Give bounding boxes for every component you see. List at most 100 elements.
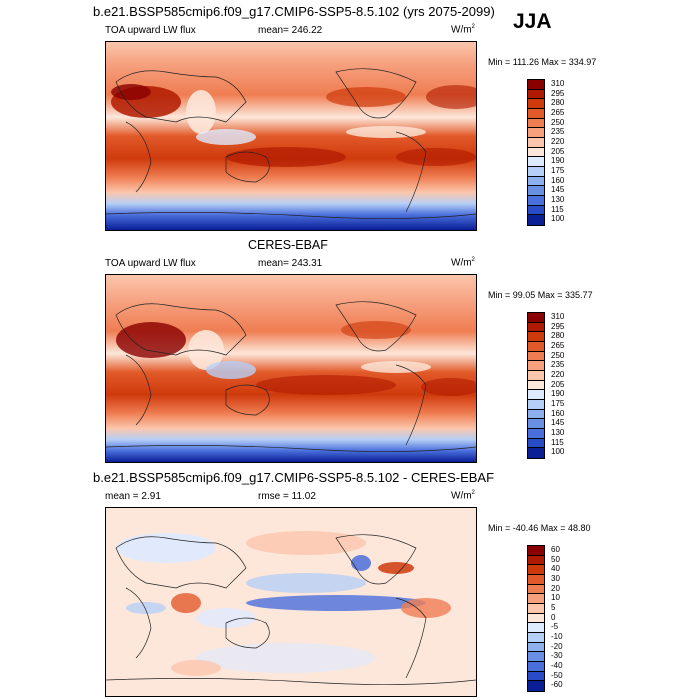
colorbar-swatch [528,147,544,158]
season-label: JJA [513,10,552,33]
panel3-field [106,508,476,696]
colorbar-swatch [528,361,544,371]
colorbar-tick-label: -5 [551,622,559,632]
colorbar-tick-label: -50 [551,670,563,680]
panel2-title: CERES-EBAF [248,238,328,252]
colorbar-tick-label: 280 [551,98,565,108]
panel2-colorbar [527,312,545,459]
colorbar-swatch [528,419,544,429]
colorbar-tick-label: 160 [551,408,565,418]
panel1-units: W/m2 [451,24,475,36]
colorbar-tick-label: 0 [551,612,556,622]
colorbar-tick-label: 50 [551,554,560,564]
colorbar-tick-label: 235 [551,360,565,370]
panel1-map [105,41,477,231]
colorbar-swatch [528,584,544,595]
panel2-mean: mean= 243.31 [258,258,323,269]
colorbar-tick-label: 100 [551,214,565,224]
colorbar-swatch [528,380,544,391]
colorbar-tick-label: 10 [551,593,560,603]
panel2-field [106,275,476,462]
colorbar-swatch [528,603,544,614]
colorbar-swatch [528,313,544,323]
colorbar-swatch [528,565,544,575]
colorbar-swatch [528,341,544,352]
colorbar-tick-label: 30 [551,573,560,583]
colorbar-swatch [528,176,544,187]
colorbar-swatch [528,390,544,400]
colorbar-swatch [528,99,544,109]
colorbar-swatch [528,128,544,138]
colorbar-swatch [528,613,544,624]
colorbar-swatch [528,671,544,682]
colorbar-tick-label: 40 [551,564,560,574]
panel3-colorbar [527,545,545,692]
colorbar-tick-label: -30 [551,651,563,661]
colorbar-tick-label: 5 [551,602,556,612]
colorbar-tick-label: 115 [551,204,564,214]
colorbar-tick-label: -10 [551,631,563,641]
colorbar-swatch [528,370,544,381]
colorbar-tick-label: 100 [551,447,565,457]
colorbar-tick-label: 220 [551,369,565,379]
colorbar-swatch [528,652,544,662]
colorbar-swatch [528,351,544,362]
colorbar-swatch [528,215,544,225]
colorbar-tick-label: -60 [551,680,563,690]
colorbar-tick-label: 310 [551,78,565,88]
panel1-mean: mean= 246.22 [258,25,323,36]
colorbar-swatch [528,448,544,458]
colorbar-swatch [528,80,544,90]
colorbar-tick-label: 265 [551,107,565,117]
colorbar-tick-label: 130 [551,194,565,204]
colorbar-swatch [528,186,544,196]
colorbar-swatch [528,642,544,653]
colorbar-tick-label: 175 [551,398,565,408]
panel2-variable: TOA upward LW flux [105,258,196,269]
panel3-rmse: rmse = 11.02 [258,491,316,502]
panel2-map [105,274,477,463]
colorbar-tick-label: 160 [551,175,565,185]
colorbar-tick-label: 235 [551,127,565,137]
colorbar-tick-label: 60 [551,544,560,554]
panel1-title: b.e21.BSSP585cmip6.f09_g17.CMIP6-SSP5-8.… [93,4,495,19]
colorbar-swatch [528,137,544,148]
colorbar-tick-label: 175 [551,165,565,175]
colorbar-tick-label: 205 [551,146,565,156]
colorbar-tick-label: 310 [551,311,565,321]
colorbar-swatch [528,661,544,672]
colorbar-tick-label: 190 [551,389,565,399]
colorbar-tick-label: 220 [551,136,565,146]
colorbar-swatch [528,108,544,119]
colorbar-swatch [528,574,544,585]
colorbar-tick-label: 20 [551,583,560,593]
colorbar-tick-label: 130 [551,427,565,437]
colorbar-tick-label: -40 [551,660,563,670]
colorbar-swatch [528,632,544,643]
colorbar-swatch [528,89,544,100]
colorbar-tick-label: 145 [551,418,565,428]
colorbar-tick-label: 190 [551,156,565,166]
panel1-colorbar [527,79,545,226]
colorbar-tick-label: 280 [551,331,565,341]
colorbar-tick-label: 265 [551,340,565,350]
colorbar-tick-label: 205 [551,379,565,389]
panel1-minmax: Min = 111.26 Max = 334.97 [488,57,597,67]
colorbar-swatch [528,555,544,566]
colorbar-tick-label: 295 [551,321,565,331]
colorbar-tick-label: 115 [551,437,564,447]
colorbar-swatch [528,438,544,449]
panel2-units: W/m2 [451,257,475,269]
panel3-minmax: Min = -40.46 Max = 48.80 [488,523,591,533]
panel1-variable: TOA upward LW flux [105,25,196,36]
colorbar-swatch [528,546,544,556]
colorbar-tick-label: 145 [551,185,565,195]
colorbar-swatch [528,332,544,342]
panel2-minmax: Min = 99.05 Max = 335.77 [488,290,593,300]
colorbar-swatch [528,157,544,167]
panel3-title: b.e21.BSSP585cmip6.f09_g17.CMIP6-SSP5-8.… [93,470,495,485]
colorbar-swatch [528,322,544,333]
colorbar-tick-label: -20 [551,641,563,651]
panel3-mean: mean = 2.91 [105,491,161,502]
panel3-map [105,507,477,697]
